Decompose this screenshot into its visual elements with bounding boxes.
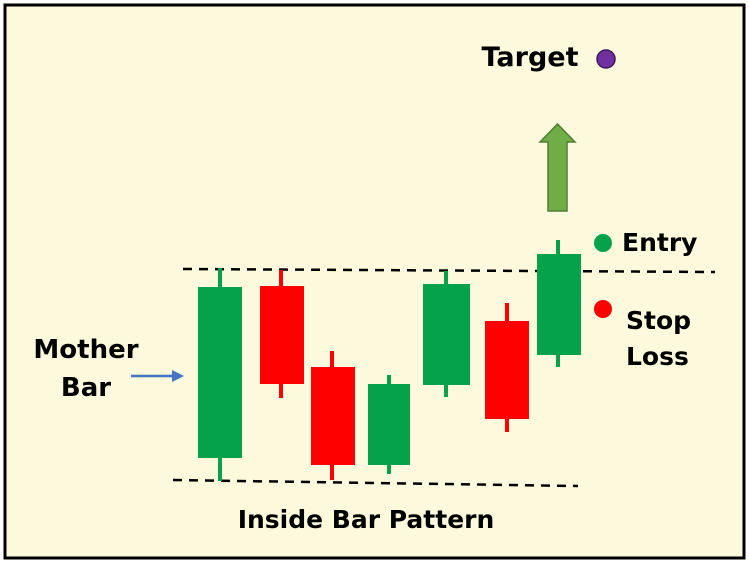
diagram-title: Inside Bar Pattern [238, 505, 495, 534]
stop-loss-label-line-1: Stop [626, 306, 691, 335]
diagram-panel [3, 3, 746, 560]
candles [198, 240, 581, 481]
entry-label: Entry [622, 228, 697, 257]
candle-5 [423, 271, 470, 397]
entry-marker-icon [594, 234, 612, 252]
candle-2 [260, 270, 304, 398]
target-marker-icon [596, 49, 616, 69]
stop-loss-marker-icon [594, 300, 612, 318]
lower-range-line [172, 478, 579, 488]
candle-6 [485, 303, 529, 432]
right-arrow-icon [131, 370, 184, 382]
candle-4 [368, 375, 410, 474]
candle-mother-bar [198, 268, 242, 481]
up-arrow-icon [538, 122, 577, 212]
upper-range-line [182, 267, 716, 274]
stop-loss-label-line-2: Loss [626, 342, 689, 371]
candle-breakout [537, 240, 581, 367]
candle-3 [311, 351, 355, 480]
mother-bar-label-line-2: Bar [61, 373, 111, 403]
mother-bar-label-line-1: Mother [33, 335, 138, 365]
target-label: Target [481, 42, 578, 73]
